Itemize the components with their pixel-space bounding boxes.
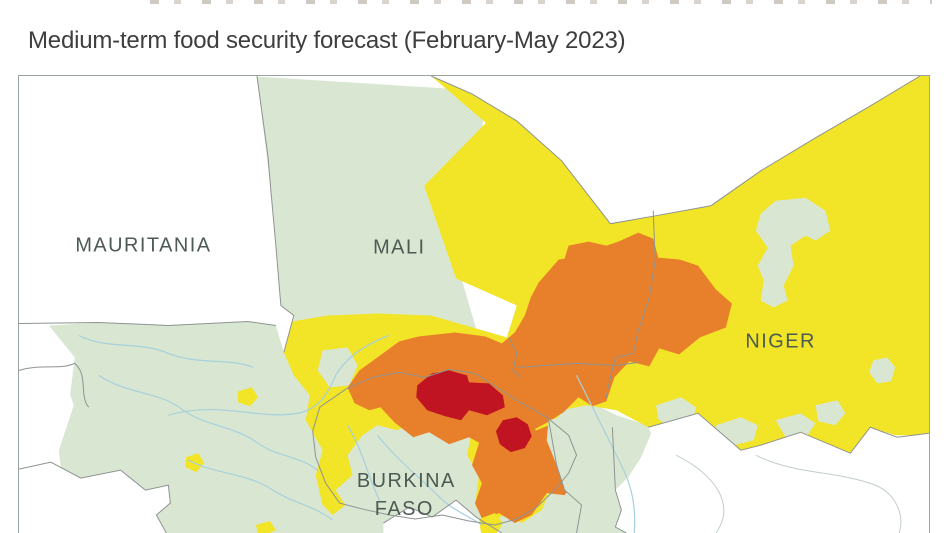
region-yellow-spot-2 — [255, 521, 276, 533]
map-frame: MAURITANIA MALI NIGER BURKINA FASO — [18, 75, 930, 533]
rivers — [78, 334, 636, 533]
region-emergency-red-large — [416, 370, 505, 421]
label-burkina-line1: BURKINA — [357, 470, 456, 492]
region-green-benin — [546, 413, 652, 533]
border-burkina — [312, 368, 578, 526]
river-niger-mali — [168, 334, 390, 416]
region-green-pocket-mali — [317, 347, 358, 388]
nigeria-interior-lines — [675, 454, 902, 533]
region-green-patch-border-3 — [775, 413, 816, 438]
river-southwest-2 — [187, 459, 333, 521]
region-algeria-notch-white — [431, 76, 921, 224]
region-left-edge-white — [19, 323, 75, 472]
border-benin-east — [611, 427, 627, 533]
region-nigeria-white — [615, 413, 929, 533]
region-emergency-red-small — [495, 417, 532, 453]
region-green-blob-right-edge — [869, 357, 896, 384]
river-burkina-1 — [376, 434, 483, 526]
river-burkina-2 — [347, 424, 380, 501]
country-borders — [19, 76, 929, 533]
faint-line-2 — [755, 454, 902, 533]
river-senegal — [78, 334, 254, 368]
river-niger-bend — [576, 375, 636, 533]
border-ghana-top — [383, 499, 503, 533]
region-green-patch-border-4 — [815, 400, 846, 426]
border-mali-niger — [604, 210, 656, 401]
border-burkina-niger — [508, 337, 639, 378]
label-niger: NIGER — [745, 330, 816, 352]
border-guinea — [19, 461, 171, 533]
region-green-blob-east-niger — [755, 197, 831, 308]
river-southwest-1 — [98, 374, 319, 471]
region-mauritania-white — [19, 76, 294, 353]
region-ghana-white — [383, 500, 502, 533]
border-mauritania-mali — [256, 76, 295, 353]
label-mauritania: MAURITANIA — [75, 235, 211, 257]
border-niger-nigeria — [648, 412, 929, 454]
label-burkina-line2: FASO — [375, 498, 434, 520]
border-benin-west — [548, 420, 583, 533]
border-mauritania-south — [19, 320, 276, 326]
faint-line-1 — [675, 454, 725, 533]
border-algeria — [430, 76, 921, 225]
food-security-map: MAURITANIA MALI NIGER BURKINA FASO — [19, 76, 929, 533]
cropped-text-fragments — [150, 0, 932, 4]
page-title: Medium-term food security forecast (Febr… — [28, 27, 626, 54]
region-yellow-spot-3 — [238, 387, 258, 407]
border-senegal-squiggle — [19, 362, 90, 408]
label-mali: MALI — [373, 237, 425, 259]
region-yellow-spot-4 — [478, 513, 503, 533]
